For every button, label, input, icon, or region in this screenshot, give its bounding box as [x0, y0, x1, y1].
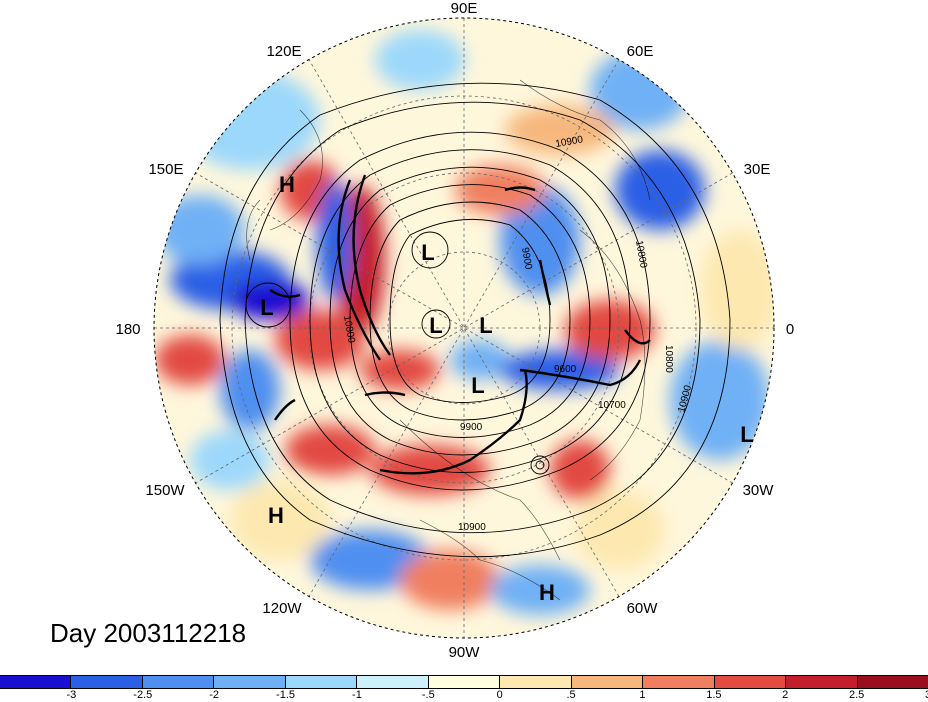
contour-label: 9900: [460, 422, 483, 433]
low-marker: L: [260, 295, 273, 320]
contour-label: 10800: [633, 240, 649, 270]
lon-label: 60W: [627, 600, 659, 617]
polar-map: 90E 60E 30E 0 30W 60W 90W 120W 150W 180 …: [115, 0, 794, 661]
contour-label: 10700: [598, 400, 626, 411]
high-marker: H: [268, 503, 284, 528]
longitude-labels: 90E 60E 30E 0 30W 60W 90W 120W 150W 180 …: [115, 0, 794, 661]
lon-label: 90W: [449, 644, 481, 661]
colorbar-tick-label: -2: [209, 689, 220, 701]
lon-label: 90E: [451, 0, 478, 17]
colorbar-tick-label: 2.5: [848, 689, 865, 701]
colorbar-box: [0, 676, 72, 688]
contour-label: 10900: [555, 134, 585, 150]
colorbar-tick-label: .5: [566, 689, 576, 701]
jet-contours: [269, 174, 651, 475]
colorbar-tick-label: -1: [352, 689, 362, 701]
colorbar-box: [428, 676, 501, 688]
low-marker: L: [471, 373, 484, 398]
colorbar-box: [357, 676, 429, 688]
low-marker: L: [740, 422, 753, 447]
height-contours: [219, 82, 731, 558]
high-marker: H: [539, 580, 555, 605]
contour-label: 10800: [663, 345, 674, 373]
low-marker: L: [479, 313, 492, 338]
graticule: [154, 18, 774, 638]
high-marker: H: [279, 172, 295, 197]
colorbar-box: [285, 676, 358, 688]
low-marker: L: [429, 313, 442, 338]
lon-label: 150E: [148, 161, 183, 178]
contour-label: 10900: [458, 522, 486, 533]
contour-label: 9600: [554, 364, 577, 375]
colorbar-tick-label: 0: [496, 689, 503, 701]
colorbar-tick-label: -.5: [421, 689, 435, 701]
colorbar-tick-label: 2: [782, 689, 789, 701]
colorbar-box: [714, 676, 787, 688]
colorbar-box: [857, 676, 928, 688]
colorbar-box: [571, 676, 644, 688]
lon-label: 180: [115, 321, 140, 338]
low-marker: L: [421, 240, 434, 265]
colorbar-tick-label: 1: [639, 689, 646, 701]
colorbar-ticks: -3 -2.5 -2 -1.5 -1 -.5 0 .5 1 1.5 2 2.5 3: [0, 689, 928, 702]
colorbar-tick-label: 3: [925, 689, 928, 701]
day-label: Day 2003112218: [50, 618, 247, 648]
colorbar: [0, 675, 928, 689]
colorbar-tick-label: 1.5: [706, 689, 722, 701]
lon-label: 30W: [743, 482, 775, 499]
lon-label: 30E: [744, 161, 771, 178]
coastlines: [246, 79, 651, 601]
lon-label: 150W: [145, 482, 185, 499]
lon-label: 0: [786, 321, 794, 338]
colorbar-box: [142, 676, 215, 688]
map-boundary: [153, 17, 775, 639]
contour-label: 10800: [341, 315, 357, 345]
colorbar-box: [786, 676, 858, 688]
colorbar-box: [71, 676, 143, 688]
lon-label: 120E: [266, 43, 301, 60]
colorbar-box: [643, 676, 715, 688]
lon-label: 120W: [262, 600, 302, 617]
contour-labels: 10900 9900 10800 10800 10900 9600 10700 …: [341, 134, 694, 533]
colorbar-tick-label: -1.5: [276, 689, 296, 701]
colorbar-tick-label: -3: [66, 689, 77, 701]
lon-label: 60E: [627, 43, 654, 60]
colorbar-box: [500, 676, 572, 688]
colorbar-box: [214, 676, 286, 688]
pressure-centers: H L L L L L L H H: [260, 172, 753, 605]
colorbar-tick-label: -2.5: [133, 689, 153, 701]
contour-label: 9900: [519, 247, 534, 271]
